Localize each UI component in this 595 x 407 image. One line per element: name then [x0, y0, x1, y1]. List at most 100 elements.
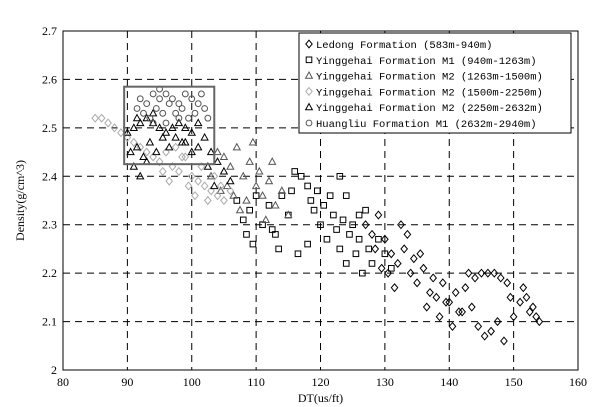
x-tick-label: 110 — [247, 375, 265, 389]
data-point — [442, 297, 450, 307]
data-point — [165, 100, 173, 108]
data-point — [409, 254, 418, 264]
data-point — [185, 114, 192, 122]
data-point — [384, 268, 392, 278]
legend-item: Yinggehai Formation M2 (1500m-2250m) — [305, 86, 543, 99]
series-4 — [91, 113, 235, 206]
x-tick-label: 100 — [183, 375, 201, 389]
series-6 — [133, 85, 212, 127]
data-point — [320, 202, 328, 209]
data-point — [258, 191, 267, 199]
data-point — [413, 278, 421, 288]
data-point — [129, 161, 139, 170]
data-point — [255, 166, 264, 175]
highlight-box — [123, 85, 216, 166]
data-point — [181, 152, 190, 162]
data-point — [171, 142, 180, 152]
data-point — [336, 172, 344, 180]
data-point — [156, 95, 163, 103]
y-tick-label: 2.6 — [42, 72, 57, 86]
data-point — [213, 191, 222, 201]
data-point — [477, 268, 486, 278]
data-point — [200, 181, 209, 191]
data-point — [239, 171, 248, 180]
data-point — [133, 105, 141, 112]
data-point — [506, 292, 515, 302]
data-point — [426, 287, 434, 298]
data-point — [451, 287, 460, 298]
data-point — [368, 229, 376, 239]
data-point — [168, 162, 177, 172]
data-point — [129, 137, 138, 147]
data-point — [438, 278, 447, 288]
legend-box — [298, 32, 572, 134]
data-point — [310, 206, 318, 214]
data-point — [187, 171, 196, 181]
data-points — [91, 85, 544, 346]
data-point — [248, 137, 258, 146]
data-point — [252, 192, 260, 199]
data-point — [193, 142, 203, 151]
data-point — [355, 211, 363, 219]
data-point — [194, 100, 202, 108]
data-point — [229, 191, 238, 199]
data-point — [104, 118, 112, 128]
data-point — [390, 283, 399, 293]
data-point — [435, 312, 444, 322]
data-point — [275, 245, 282, 253]
data-point — [242, 195, 251, 204]
data-point — [291, 168, 299, 175]
data-point — [142, 113, 151, 122]
data-point — [323, 235, 331, 243]
data-point — [117, 128, 125, 138]
data-point — [181, 90, 189, 98]
data-point — [342, 192, 350, 199]
data-point — [155, 123, 164, 131]
data-point — [243, 231, 250, 238]
data-point — [219, 166, 229, 175]
data-point — [509, 312, 518, 322]
data-point — [213, 157, 222, 165]
data-point — [149, 90, 157, 98]
data-point — [371, 244, 380, 254]
data-point — [220, 195, 228, 206]
y-tick-labels: 2 2.1 2.2 2.3 2.4 2.5 2.6 2.7 — [42, 24, 57, 377]
data-point — [187, 147, 196, 156]
data-point — [249, 240, 257, 248]
data-point — [529, 302, 537, 312]
data-point — [455, 307, 463, 317]
data-point — [191, 109, 199, 117]
data-point — [448, 321, 457, 331]
data-point — [203, 161, 213, 170]
data-point — [168, 123, 177, 131]
data-point — [268, 226, 276, 233]
data-point — [210, 171, 219, 181]
data-point — [162, 119, 170, 127]
data-point — [204, 114, 212, 122]
data-point — [277, 186, 287, 194]
data-point — [198, 90, 205, 98]
series-5 — [123, 108, 235, 190]
data-point — [458, 307, 466, 317]
data-point — [143, 100, 151, 108]
data-point — [219, 152, 229, 161]
data-point — [393, 258, 402, 269]
data-point — [532, 312, 541, 322]
y-tick-label: 2.2 — [42, 266, 57, 280]
data-point — [216, 181, 225, 191]
data-point — [110, 123, 119, 133]
data-point — [493, 316, 502, 327]
data-point — [193, 118, 203, 127]
data-point — [188, 95, 196, 103]
data-point — [200, 132, 209, 141]
data-point — [158, 166, 167, 177]
data-point — [294, 250, 302, 258]
data-point — [226, 186, 235, 196]
legend-label: Yinggehai Formation M2 (2250m-2632m) — [316, 103, 543, 115]
data-point — [197, 162, 206, 172]
data-point — [226, 176, 235, 185]
data-point — [222, 181, 232, 190]
data-point — [419, 263, 428, 273]
data-point — [226, 161, 235, 170]
y-tick-label: 2.7 — [42, 24, 57, 38]
